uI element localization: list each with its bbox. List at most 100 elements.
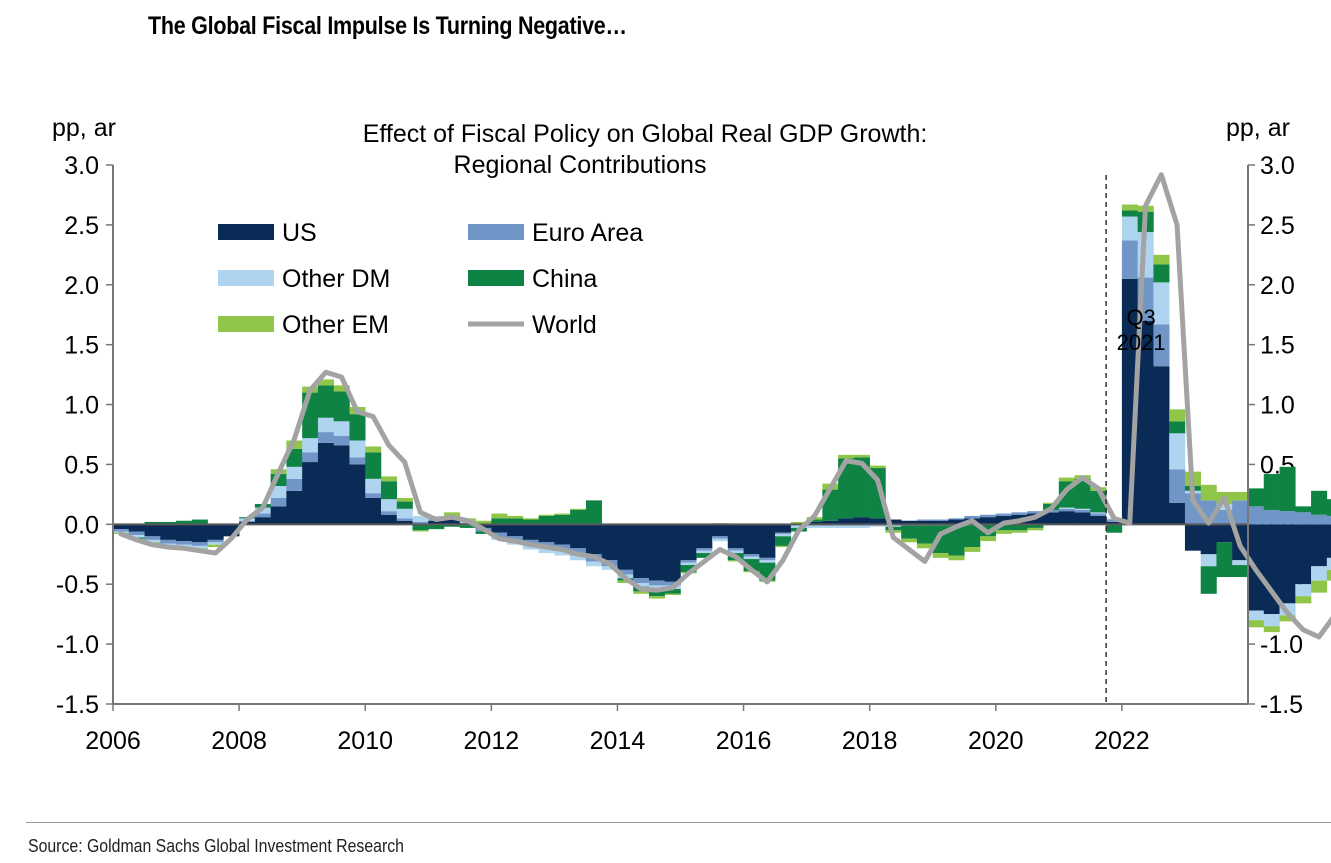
bar-segment-us (1200, 524, 1217, 555)
bar-segment-us (554, 524, 571, 545)
bar-segment-euro-area (680, 560, 697, 563)
bar-segment-us (838, 518, 855, 525)
bar-segment-us (302, 462, 319, 525)
bar-segment-other-dm (806, 525, 823, 528)
bar-segment-other-dm (1153, 282, 1170, 325)
bar-segment-us (601, 524, 618, 561)
bar-segment-other-dm (601, 566, 618, 570)
legend-label-us: US (282, 219, 317, 247)
bar-segment-china (317, 385, 334, 418)
bar-segment-us (207, 524, 224, 540)
bar-segment-other-dm (1263, 614, 1280, 627)
bar-segment-other-dm (286, 466, 303, 479)
bar-segment-us (522, 524, 539, 540)
bar-segment-euro-area (128, 531, 145, 536)
x-tick-label: 2012 (464, 727, 520, 755)
bar-segment-us (223, 524, 240, 537)
bar-segment-euro-area (1326, 515, 1331, 525)
bar-segment-other-em (317, 379, 334, 386)
bar-segment-euro-area (302, 452, 319, 463)
bar-segment-china (428, 524, 445, 530)
y-tick-label-right: 1.5 (1260, 332, 1295, 360)
bar-segment-us (696, 524, 713, 549)
bar-segment-us (160, 524, 177, 540)
x-tick-label: 2010 (337, 727, 393, 755)
bar-segment-euro-area (1248, 506, 1265, 525)
bar-segment-us (1058, 511, 1075, 525)
bar-segment-china (191, 519, 208, 525)
bar-segment-china (1311, 490, 1328, 515)
headline: The Global Fiscal Impulse Is Turning Neg… (148, 12, 627, 40)
bar-segment-china (964, 525, 981, 548)
bar-segment-other-dm (853, 525, 870, 528)
bar-segment-euro-area (396, 518, 413, 521)
bar-segment-china (1295, 506, 1312, 513)
bar-segment-other-dm (317, 417, 334, 433)
bar-segment-china (1121, 210, 1138, 217)
bar-segment-other-em (538, 514, 555, 516)
bar-segment-euro-area (1184, 493, 1201, 525)
bar-segment-us (617, 524, 634, 570)
bar-segment-us (664, 524, 681, 582)
bar-segment-other-dm (585, 561, 602, 567)
bar-segment-china (680, 565, 697, 573)
bar-segment-us (570, 524, 587, 549)
bar-segment-us (901, 520, 918, 525)
bar-segment-other-dm (727, 550, 744, 554)
bar-segment-other-dm (191, 545, 208, 549)
bar-segment-other-em (838, 454, 855, 459)
y-tick-label-left: 3.0 (64, 152, 99, 180)
bar-segment-other-dm (1169, 433, 1186, 470)
bar-segment-us (822, 520, 839, 525)
bar-segment-other-dm (648, 585, 666, 590)
bar-segment-china (176, 520, 193, 525)
bar-segment-us (144, 524, 161, 537)
bar-segment-other-em (916, 543, 934, 549)
y-tick-label-right: 2.5 (1260, 212, 1295, 240)
bar-segment-other-em (790, 521, 807, 525)
bar-segment-other-dm (712, 538, 729, 542)
bar-segment-other-dm (380, 499, 398, 512)
bar-segment-china (1232, 565, 1249, 578)
bar-segment-euro-area (727, 548, 744, 551)
bar-segment-china (1027, 524, 1044, 528)
bar-segment-other-em (1279, 615, 1296, 622)
bar-segment-us (1106, 521, 1123, 525)
bar-segment-other-em (522, 518, 539, 520)
bar-segment-other-dm (838, 525, 855, 528)
bar-segment-china (869, 468, 886, 519)
bar-segment-china (144, 521, 161, 525)
bar-segment-other-dm (1090, 512, 1107, 514)
bar-segment-euro-area (775, 532, 792, 534)
bar-segment-euro-area (144, 536, 161, 540)
bar-segment-other-em (648, 596, 666, 599)
bar-segment-euro-area (160, 539, 177, 544)
bar-segment-euro-area (1263, 509, 1280, 525)
bar-segment-other-dm (128, 535, 145, 538)
bar-segment-other-em (1043, 502, 1060, 504)
bar-segment-other-em (507, 515, 524, 519)
bar-segment-euro-area (286, 478, 303, 491)
bar-segment-euro-area (759, 557, 776, 561)
bar-segment-other-em (333, 385, 350, 392)
x-tick-label: 2016 (716, 727, 772, 755)
bar-segment-china (1279, 466, 1296, 512)
bar-segment-china (885, 526, 902, 531)
bar-segment-china (475, 531, 492, 534)
bar-segment-euro-area (365, 493, 382, 498)
bar-segment-euro-area (648, 580, 666, 586)
bar-segment-china (1106, 524, 1123, 533)
bar-segment-euro-area (696, 548, 713, 551)
bar-segment-other-em (853, 454, 870, 458)
bar-segment-euro-area (948, 518, 965, 520)
bar-segment-other-em (869, 465, 886, 469)
bar-segment-us (1090, 515, 1107, 525)
y-tick-label-left: 2.0 (64, 272, 99, 300)
y-tick-label-right: 2.0 (1260, 272, 1295, 300)
bar-segment-other-em (491, 513, 508, 519)
axes (112, 165, 1249, 705)
y-tick-label-left: 0.5 (64, 451, 99, 479)
bar-segment-us (507, 524, 524, 537)
bar-segment-us (396, 520, 413, 525)
bar-segment-other-dm (633, 583, 650, 587)
